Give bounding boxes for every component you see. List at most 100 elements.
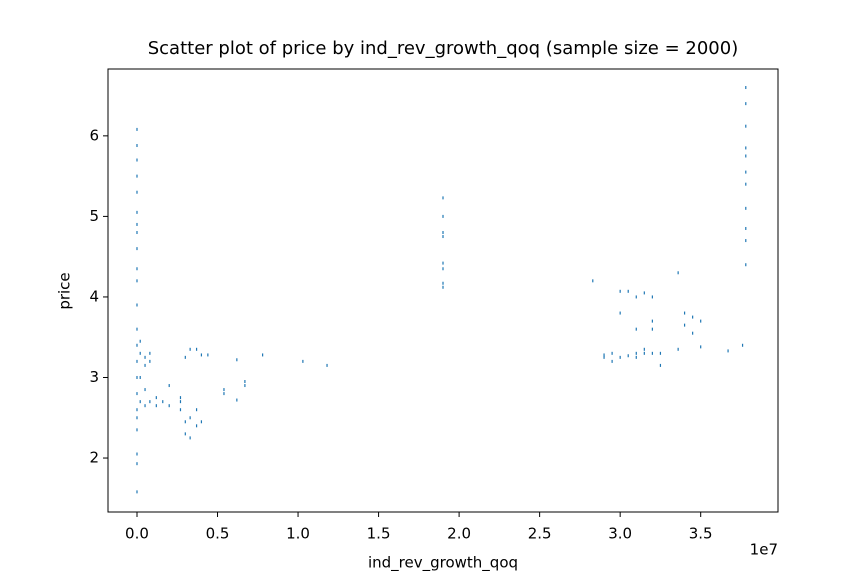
point	[144, 363, 146, 367]
point	[223, 392, 225, 396]
point	[745, 226, 747, 230]
point	[745, 263, 747, 267]
point	[136, 452, 138, 456]
point	[139, 400, 141, 404]
point	[136, 144, 138, 148]
x-offset-label: 1e7	[750, 541, 778, 559]
point	[236, 358, 238, 362]
point	[619, 311, 621, 315]
point	[619, 289, 621, 293]
y-tick-label: 6	[89, 126, 99, 144]
point	[692, 315, 694, 319]
point	[136, 303, 138, 307]
point	[442, 281, 444, 285]
point	[136, 359, 138, 363]
point	[149, 400, 151, 404]
point	[659, 363, 662, 367]
point	[677, 347, 679, 351]
point	[745, 170, 747, 174]
point	[262, 353, 264, 357]
point	[302, 359, 304, 363]
point	[136, 416, 138, 420]
x-tick-label: 2.0	[447, 525, 471, 543]
point	[144, 355, 146, 359]
y-tick-label: 3	[89, 368, 99, 386]
point	[683, 311, 686, 315]
point	[745, 239, 747, 243]
x-tick-label: 0.5	[206, 525, 230, 543]
point	[207, 353, 209, 357]
point	[741, 343, 744, 347]
plot-frame	[107, 68, 779, 513]
point	[635, 355, 637, 359]
point	[236, 398, 238, 402]
point	[627, 289, 629, 293]
point	[136, 231, 138, 235]
point	[692, 331, 694, 335]
point	[635, 327, 637, 331]
point	[635, 295, 637, 299]
point	[168, 404, 170, 408]
point	[442, 214, 444, 218]
point	[700, 345, 702, 349]
point	[643, 351, 645, 355]
point	[179, 396, 182, 400]
point	[659, 351, 662, 355]
point	[683, 323, 686, 327]
point	[442, 267, 444, 271]
point	[184, 432, 186, 436]
point	[611, 351, 613, 355]
point	[195, 347, 198, 351]
point	[136, 247, 138, 251]
point	[189, 436, 191, 440]
point	[136, 174, 138, 178]
x-tick-label: 2.5	[528, 525, 552, 543]
point	[326, 363, 328, 367]
y-tick-label: 2	[89, 449, 99, 467]
point	[700, 319, 702, 323]
chart-title: Scatter plot of price by ind_rev_growth_…	[148, 38, 739, 59]
point	[619, 355, 621, 359]
point	[136, 279, 138, 283]
x-tick-label: 1.0	[286, 525, 310, 543]
point	[603, 353, 605, 357]
x-axis-label: ind_rev_growth_qoq	[368, 554, 518, 573]
point	[442, 285, 444, 289]
point	[139, 339, 141, 343]
point	[244, 380, 246, 384]
point	[244, 384, 246, 388]
point	[200, 420, 203, 424]
point	[651, 295, 653, 299]
point	[139, 351, 141, 355]
point	[136, 267, 138, 271]
y-tick-label: 4	[89, 287, 99, 305]
point	[136, 158, 138, 162]
point	[136, 375, 138, 379]
point	[136, 222, 138, 226]
point	[179, 408, 182, 412]
point	[643, 347, 645, 351]
point	[136, 490, 138, 494]
point	[592, 279, 594, 283]
point	[195, 408, 198, 412]
point	[155, 396, 157, 400]
point	[745, 182, 747, 186]
point	[149, 359, 151, 363]
x-tick-label: 3.0	[608, 525, 632, 543]
point	[745, 102, 747, 106]
point	[189, 416, 191, 420]
point	[643, 291, 645, 295]
point	[200, 353, 203, 357]
point	[144, 404, 146, 408]
point	[136, 462, 138, 466]
x-tick-label: 1.5	[367, 525, 391, 543]
point	[627, 354, 629, 358]
point	[442, 235, 444, 239]
point	[136, 327, 138, 331]
point	[179, 400, 182, 404]
point	[139, 375, 141, 379]
point	[136, 392, 138, 396]
point	[184, 355, 186, 359]
